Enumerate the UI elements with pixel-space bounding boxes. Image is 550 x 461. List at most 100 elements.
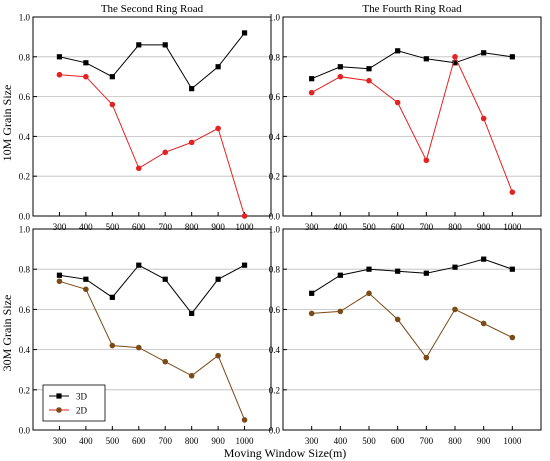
panels: 0.0 0.2 0.4 0.6 0.8 1.0 300 400 500 600 700 800 900 1…: [19, 3, 542, 446]
y-tick-label: 0.8: [19, 52, 31, 62]
y-tick-label: 0.0: [269, 212, 281, 222]
data-point: [162, 276, 168, 282]
series-line: [59, 74, 246, 217]
data-point: [215, 352, 221, 359]
y-tick-label: 0.2: [269, 385, 280, 395]
data-point: [309, 76, 315, 82]
data-point: [83, 286, 89, 293]
x-tick-label: 800: [448, 222, 462, 232]
y-tick-label: 0.6: [269, 305, 281, 315]
data-point: [480, 115, 487, 122]
chart-panel-3: 0.0 0.2 0.4 0.6 0.8 1.0 300 400 500 600 700 800 900 1…: [19, 225, 272, 446]
y-tick-label: 0.4: [269, 132, 281, 142]
x-tick-label: 900: [477, 222, 491, 232]
data-point: [452, 306, 458, 313]
series-line: [59, 264, 245, 315]
data-point: [136, 262, 142, 268]
panel-title: The Second Ring Road: [101, 3, 204, 15]
x-tick-label: 600: [391, 436, 405, 446]
x-tick-label: 500: [106, 436, 120, 446]
y-tick-label: 0.2: [19, 172, 30, 182]
data-point: [135, 344, 142, 351]
y-tick-label: 0.2: [19, 385, 30, 395]
data-point: [423, 354, 430, 361]
series-3d: [56, 30, 248, 92]
x-tick-label: 700: [158, 222, 172, 232]
data-point: [109, 74, 115, 80]
x-tick-label: 300: [305, 436, 319, 446]
x-tick-label: 1000: [503, 436, 522, 446]
data-point: [395, 48, 401, 54]
data-point: [481, 50, 487, 56]
series-3d: [56, 262, 248, 317]
data-point: [394, 99, 401, 106]
data-point: [188, 372, 195, 379]
series-2d: [308, 54, 516, 195]
plot-frame: [32, 16, 272, 217]
x-tick-label: 300: [305, 222, 319, 232]
series-3d: [309, 48, 515, 82]
y-tick-label: 0.4: [269, 345, 281, 355]
data-point: [394, 316, 401, 323]
x-tick-label: 600: [391, 222, 405, 232]
data-point: [308, 310, 315, 317]
data-point: [136, 42, 142, 48]
x-tick-label: 900: [477, 436, 491, 446]
x-tick-label: 700: [420, 222, 434, 232]
data-point: [162, 358, 169, 365]
legend-swatch-marker: [56, 393, 62, 399]
row-label-bottom: 30M Grain Size: [0, 295, 14, 372]
series-line: [59, 280, 246, 421]
data-point: [56, 272, 63, 278]
data-point: [423, 270, 429, 276]
data-point: [509, 334, 516, 341]
data-point: [337, 272, 343, 278]
data-point: [509, 54, 515, 60]
data-point: [56, 71, 63, 78]
y-tick-label: 0.2: [269, 172, 280, 182]
plot-frame: [32, 228, 272, 431]
data-point: [189, 86, 195, 92]
data-point: [135, 165, 142, 172]
legend-swatch-marker: [56, 407, 62, 413]
x-tick-label: 400: [334, 222, 348, 232]
series-line: [59, 32, 245, 90]
legend-box: [42, 384, 106, 422]
data-point: [56, 278, 63, 285]
y-tick-label: 0.6: [269, 92, 281, 102]
data-point: [337, 73, 344, 80]
data-point: [83, 60, 89, 66]
data-point: [452, 54, 458, 60]
x-tick-label: 600: [132, 222, 146, 232]
x-tick-label: 500: [362, 436, 376, 446]
x-tick-label: 400: [334, 436, 348, 446]
data-point: [241, 417, 248, 423]
x-axis-label: Moving Window Size(m): [224, 446, 347, 460]
y-tick-label: 1.0: [19, 13, 31, 23]
x-tick-label: 700: [420, 436, 434, 446]
x-tick-label: 600: [132, 436, 146, 446]
series-line: [311, 55, 513, 193]
chart-panel-4: 0.0 0.2 0.4 0.6 0.8 1.0 300 400 500 600 700 800 900 1…: [269, 225, 542, 446]
data-point: [481, 256, 487, 262]
data-point: [452, 264, 458, 270]
data-point: [56, 54, 63, 60]
data-point: [366, 77, 372, 84]
data-point: [215, 125, 221, 132]
y-tick-label: 0.4: [19, 345, 31, 355]
y-tick-label: 1.0: [269, 225, 281, 235]
series-line: [311, 292, 513, 359]
plot-frame: [282, 228, 542, 431]
data-point: [395, 268, 401, 274]
data-point: [215, 64, 221, 70]
x-tick-label: 700: [158, 436, 172, 446]
series-2d: [308, 290, 516, 361]
data-point: [83, 276, 89, 282]
series-2d: [56, 71, 248, 219]
data-point: [109, 294, 115, 300]
y-tick-label: 0.6: [19, 305, 31, 315]
y-tick-label: 0.6: [19, 92, 31, 102]
y-tick-label: 1.0: [269, 13, 281, 23]
y-tick-label: 0.8: [269, 52, 281, 62]
